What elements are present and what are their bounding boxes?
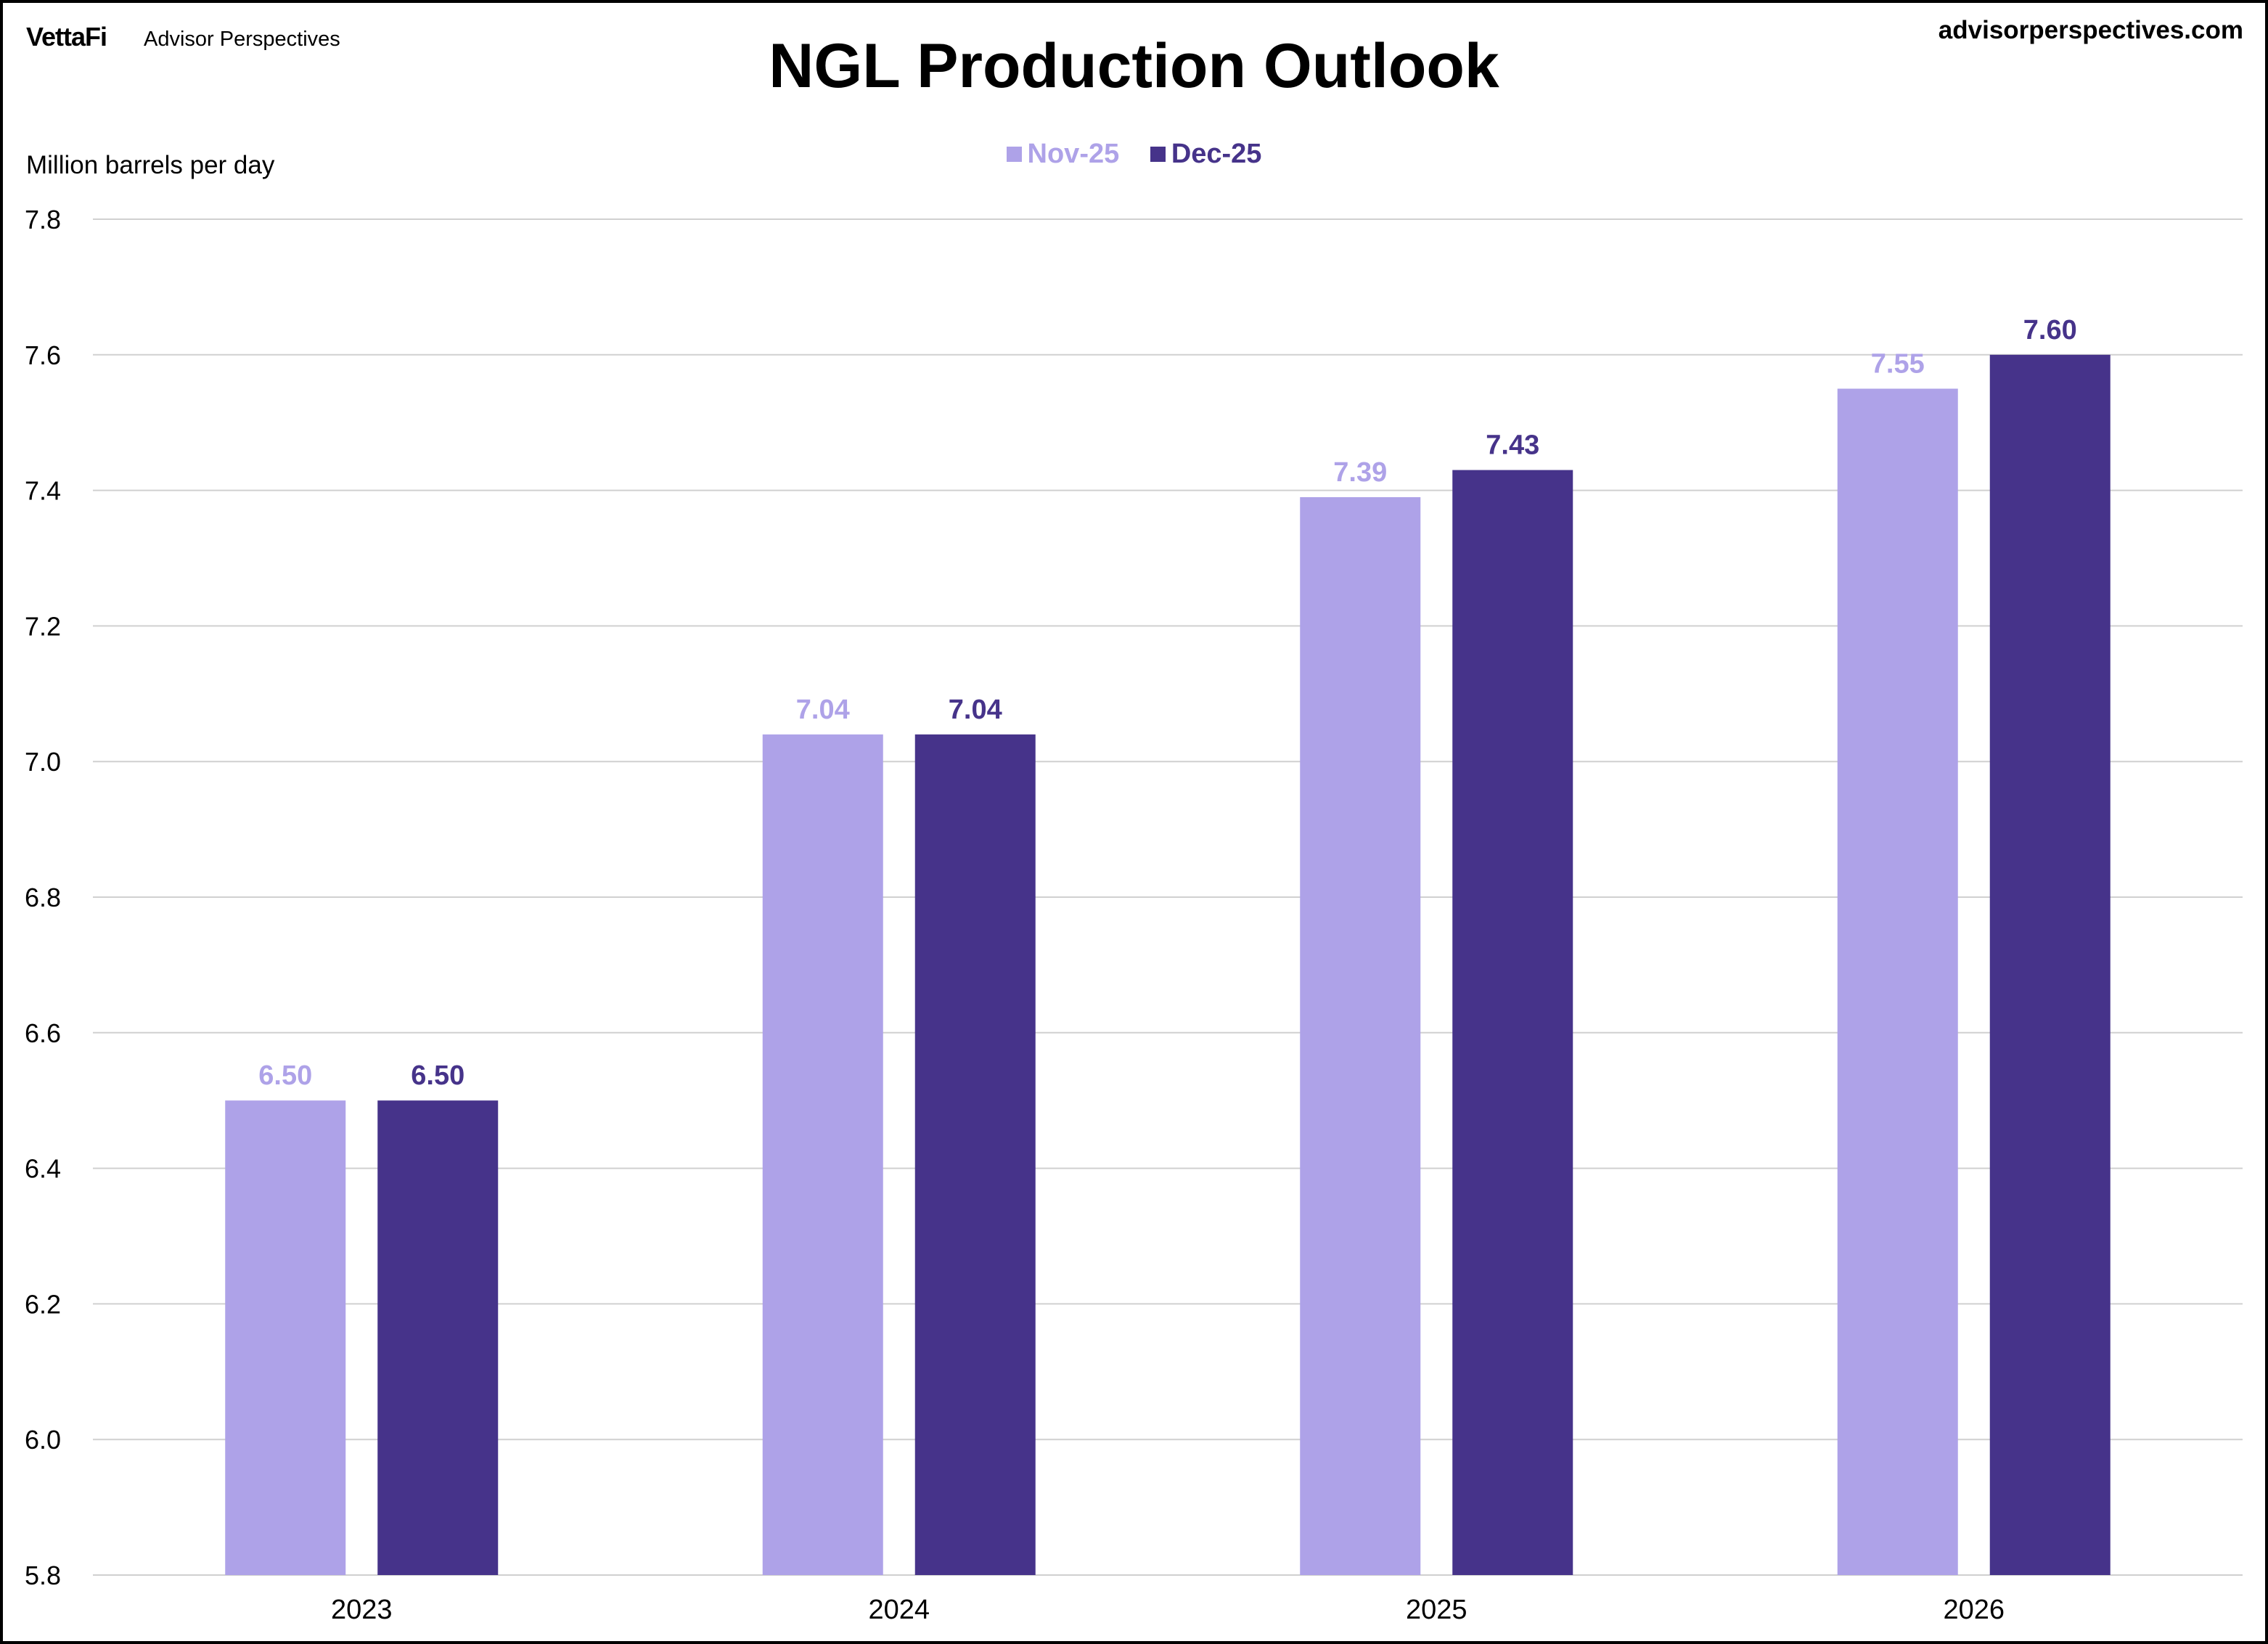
- data-label: 7.39: [1333, 457, 1387, 488]
- x-tick-label: 2024: [868, 1595, 930, 1625]
- y-tick-label: 7.6: [25, 340, 61, 370]
- bar-nov-25-2024: [762, 734, 883, 1575]
- legend-swatch-dec: [1150, 147, 1166, 162]
- brand-name: Advisor Perspectives: [144, 28, 340, 51]
- data-label: 6.50: [411, 1060, 464, 1091]
- legend-item-dec: Dec-25: [1150, 139, 1262, 170]
- bar-dec-25-2025: [1452, 470, 1573, 1575]
- data-label: 7.60: [2023, 315, 2077, 345]
- x-tick-label: 2026: [1943, 1595, 2005, 1625]
- y-tick-label: 6.0: [25, 1425, 61, 1455]
- site-url: advisorperspectives.com: [1938, 16, 2243, 44]
- y-tick-label: 7.0: [25, 747, 61, 777]
- y-tick-label: 7.4: [25, 476, 61, 506]
- y-tick-label: 7.2: [25, 611, 61, 641]
- legend-label-nov: Nov-25: [1027, 139, 1120, 169]
- bar-nov-25-2026: [1837, 388, 1958, 1575]
- data-label: 7.55: [1871, 349, 1925, 380]
- bar-nov-25-2025: [1300, 496, 1421, 1576]
- vettafi-logo: VettaFi: [26, 22, 107, 52]
- data-label: 7.43: [1486, 430, 1539, 461]
- y-tick-label: 6.6: [25, 1018, 61, 1048]
- legend-label-dec: Dec-25: [1171, 139, 1262, 169]
- legend: Nov-25 Dec-25: [3, 138, 2265, 170]
- bar-nov-25-2023: [225, 1100, 346, 1575]
- bar-dec-25-2026: [1989, 354, 2111, 1575]
- data-label: 7.04: [949, 695, 1002, 725]
- data-label: 6.50: [258, 1060, 312, 1091]
- chart-title: NGL Production Outlook: [769, 31, 1499, 101]
- data-label: 7.04: [796, 695, 850, 725]
- legend-item-nov: Nov-25: [1006, 139, 1120, 170]
- y-tick-label: 6.2: [25, 1289, 61, 1319]
- x-tick-label: 2023: [331, 1595, 393, 1625]
- legend-swatch-nov: [1006, 147, 1022, 162]
- bar-dec-25-2024: [914, 734, 1036, 1575]
- y-axis-label: Million barrels per day: [26, 151, 275, 179]
- y-tick-label: 6.8: [25, 883, 61, 912]
- plot-area: 5.8 6.0 6.2 6.4 6.6 6.8 7.0 7.2 7.4 7.6 7.8 6.50 6.5…: [25, 205, 2243, 1625]
- bar-dec-25-2023: [377, 1100, 499, 1575]
- y-tick-label: 5.8: [25, 1561, 61, 1590]
- x-tick-label: 2025: [1406, 1595, 1467, 1625]
- y-tick-label: 7.8: [25, 205, 61, 234]
- y-tick-label: 6.4: [25, 1154, 61, 1184]
